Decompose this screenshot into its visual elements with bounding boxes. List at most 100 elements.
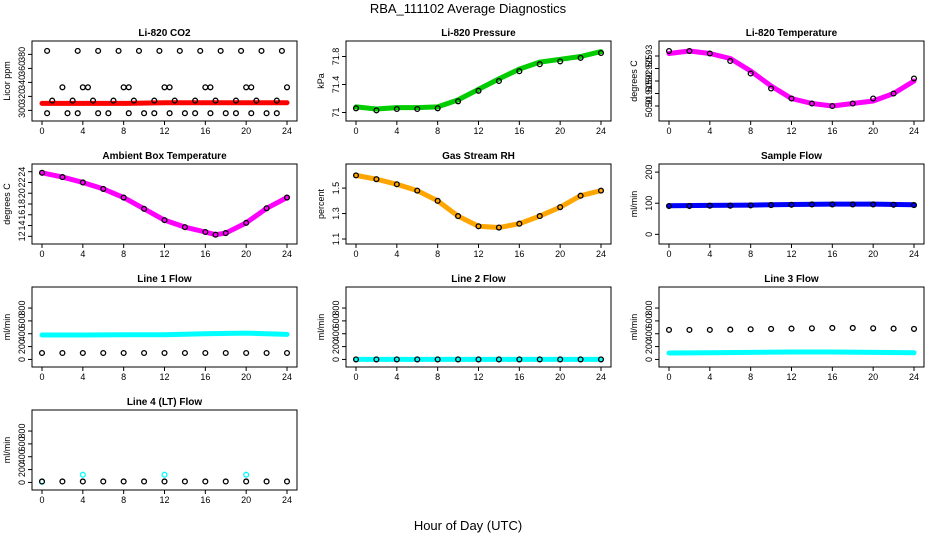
data-point-average <box>222 230 229 237</box>
data-point-average <box>202 349 209 357</box>
data-point-average <box>273 97 280 104</box>
data-point-average <box>44 47 51 54</box>
x-tick-label: 8 <box>121 126 126 136</box>
x-tick-label: 4 <box>394 372 399 382</box>
data-point-average <box>278 47 285 54</box>
data-point-average <box>475 223 482 230</box>
x-tick-label: 0 <box>39 249 44 259</box>
data-point-average <box>212 231 219 238</box>
x-tick-label: 12 <box>159 126 169 136</box>
y-tick-label: 200 <box>644 339 654 354</box>
x-tick-label: 24 <box>282 126 292 136</box>
data-point-average <box>706 202 713 209</box>
x-tick-label: 0 <box>353 372 358 382</box>
data-point-average <box>495 77 502 85</box>
y-tick-label: 600 <box>331 313 341 328</box>
data-point-average <box>171 97 178 104</box>
data-point-average <box>747 326 754 333</box>
x-tick-label: 4 <box>394 126 399 136</box>
y-tick-label: 16 <box>17 210 27 220</box>
data-point-average <box>79 179 86 186</box>
data-point-average <box>161 217 168 224</box>
data-point-average <box>151 97 158 104</box>
data-point-average <box>38 169 46 176</box>
chart-panel-5: Gas Stream RH percent 0 4 8 12 16 20 24 1.1 1.3 1.5 <box>316 151 612 259</box>
data-point-average <box>197 47 204 54</box>
y-tick-label: 320 <box>17 89 27 104</box>
series-band-raw <box>39 170 290 238</box>
data-point-average <box>79 478 86 485</box>
data-point-average <box>141 478 148 485</box>
data-point-average <box>248 110 255 117</box>
data-point-average <box>238 47 245 54</box>
data-point-average <box>176 47 183 54</box>
data-point-average <box>161 478 168 485</box>
y-tick-label: 600 <box>17 313 27 328</box>
y-tick-label: 600 <box>644 313 654 328</box>
data-point-average <box>373 107 380 114</box>
data-point-average <box>597 187 605 194</box>
data-point-average <box>706 326 713 333</box>
data-point-average <box>373 356 380 363</box>
chart-title: Line 2 Flow <box>451 274 506 285</box>
x-tick-label: 20 <box>241 249 251 259</box>
data-point-average <box>747 70 754 77</box>
data-point-average <box>516 68 523 75</box>
data-point-average <box>910 325 918 332</box>
data-point-average <box>130 97 137 104</box>
chart-title: Sample Flow <box>761 151 822 162</box>
y-tick-label: 71.4 <box>331 76 341 94</box>
x-tick-label: 16 <box>200 249 210 259</box>
data-point-average <box>890 325 897 332</box>
x-tick-label: 4 <box>707 372 712 382</box>
chart-panel-8: Line 2 Flow ml/min 0 4 8 12 16 20 24 0 20040060080… <box>316 274 612 382</box>
data-point-average <box>727 202 734 209</box>
data-point-average <box>352 356 360 363</box>
y-tick-label: 400 <box>644 326 654 341</box>
data-point-average <box>577 192 584 199</box>
data-point-average <box>232 97 240 104</box>
data-point-average <box>38 478 46 485</box>
data-point-average <box>248 84 255 91</box>
x-tick-label: 0 <box>39 495 44 505</box>
data-point-average <box>516 356 523 363</box>
y-tick-label: 300 <box>17 103 27 118</box>
x-tick-label: 16 <box>514 249 524 259</box>
x-tick-label: 20 <box>868 249 878 259</box>
y-tick-label: 12 <box>17 231 27 241</box>
y-tick-label: 22 <box>17 177 27 187</box>
y-axis-label: degrees C <box>629 60 639 102</box>
x-tick-label: 16 <box>200 126 210 136</box>
data-point-average <box>79 84 86 91</box>
series-band-raw <box>39 330 290 338</box>
data-point-average <box>808 201 815 208</box>
data-point-average <box>100 185 107 192</box>
data-point-average <box>686 326 693 333</box>
series-band-raw <box>666 201 917 209</box>
chart-panel-2: Li-820 Pressure kPa 0 4 8 12 16 20 24 71 71.4 71.8 <box>316 28 612 136</box>
data-point-average <box>434 105 441 112</box>
plot-frame <box>31 409 298 491</box>
data-point-average <box>263 205 270 212</box>
data-point-average <box>38 349 46 357</box>
data-point-average <box>100 349 107 357</box>
y-tick-label: 0 <box>644 357 654 362</box>
data-point-average <box>161 349 168 357</box>
data-point-average <box>849 324 856 332</box>
data-point-average <box>727 57 734 65</box>
data-point-average <box>577 356 584 363</box>
data-point-average <box>455 98 462 105</box>
y-tick-label: 400 <box>331 326 341 341</box>
data-point-average <box>706 50 713 57</box>
x-tick-label: 12 <box>786 372 796 382</box>
data-point-average <box>665 202 673 210</box>
chart-panel-10: Line 4 (LT) Flow ml/min 0 4 8 12 16 20 24 0 200400… <box>2 397 298 505</box>
data-point-average <box>202 84 209 91</box>
data-point-average <box>829 201 836 208</box>
data-point-average <box>768 85 775 92</box>
x-tick-label: 8 <box>435 249 440 259</box>
x-tick-label: 12 <box>473 372 483 382</box>
x-tick-label: 8 <box>435 372 440 382</box>
y-tick-label: 0 <box>331 357 341 362</box>
y-tick-label: 20 <box>17 188 27 198</box>
